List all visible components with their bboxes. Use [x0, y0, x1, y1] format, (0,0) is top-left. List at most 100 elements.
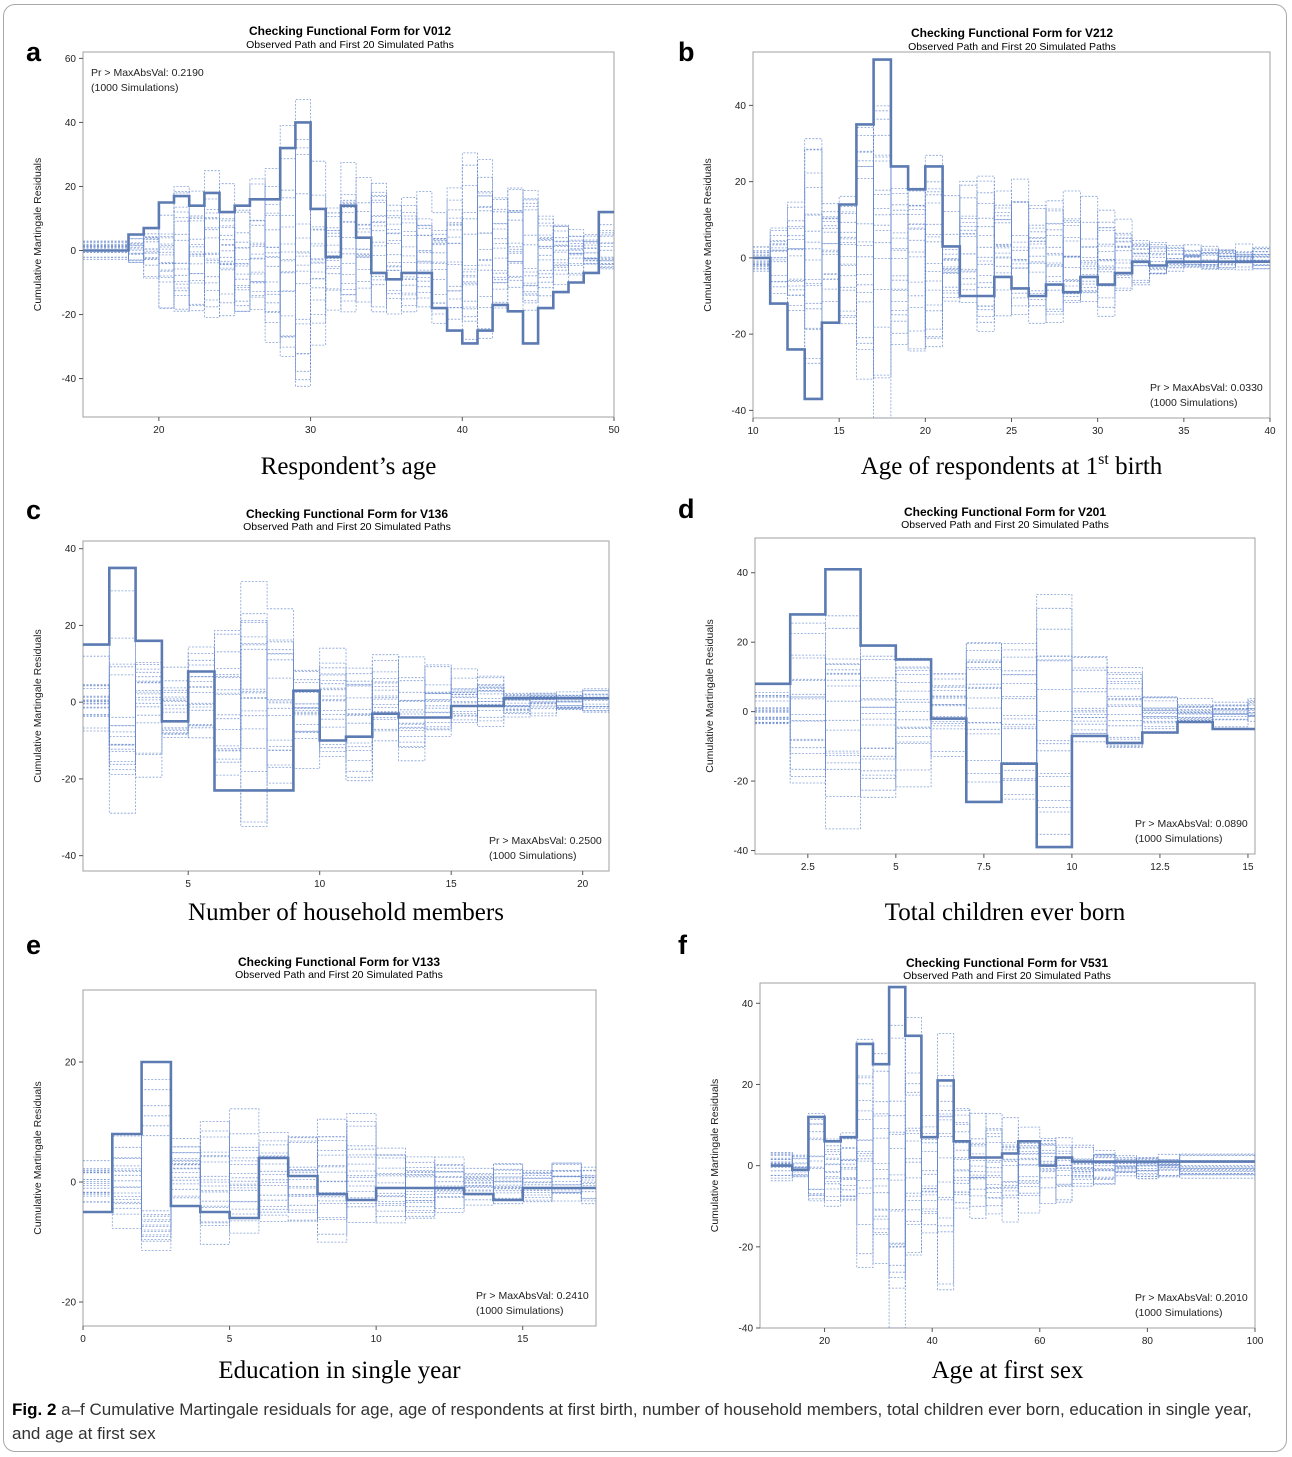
simulated-path — [755, 633, 1255, 745]
y-axis-label: Cumulative Martingale Residuals — [702, 158, 714, 312]
simulated-path — [755, 643, 1255, 783]
simulations-label: (1000 Simulations) — [1150, 397, 1238, 409]
x-tick-label: 40 — [1264, 426, 1276, 437]
x-axis-label: Age at first sex — [931, 1357, 1084, 1384]
simulated-path — [83, 177, 614, 339]
x-tick-label: 20 — [153, 425, 165, 436]
observed-path — [770, 985, 1255, 1171]
x-tick-label: 0 — [80, 1334, 86, 1345]
p-value-label: Pr > MaxAbsVal: 0.2190 — [91, 67, 204, 79]
simulated-path — [755, 594, 1255, 746]
simulated-path — [83, 633, 609, 778]
x-tick-label: 40 — [927, 1336, 939, 1347]
x-tick-label: 80 — [1142, 1336, 1154, 1347]
observed-path — [83, 566, 609, 792]
y-tick-label: 40 — [65, 544, 77, 555]
panel-letter: a — [26, 37, 42, 67]
y-tick-label: -20 — [739, 1242, 754, 1253]
simulated-path — [770, 1117, 1255, 1291]
p-value-label: Pr > MaxAbsVal: 0.0330 — [1150, 382, 1263, 394]
simulated-path — [83, 197, 614, 387]
panel-d: d Checking Functional Form for V201Observ… — [678, 494, 1256, 926]
x-tick-label: 60 — [1034, 1336, 1046, 1347]
simulated-path — [755, 643, 1255, 797]
simulations-label: (1000 Simulations) — [489, 850, 577, 862]
x-axis-label-text: Age of respondents at 1 — [861, 453, 1098, 480]
panel-e: e Checking Functional Form for V133Observ… — [26, 930, 597, 1384]
x-tick-label: 15 — [446, 879, 458, 890]
panel-a: a Checking Functional Form for V012Observ… — [26, 24, 620, 480]
simulated-path — [83, 178, 614, 372]
simulated-path — [755, 607, 1255, 800]
y-tick-label: 20 — [742, 1080, 754, 1091]
simulated-path — [83, 176, 614, 310]
simulated-path — [83, 190, 614, 343]
simulated-path — [755, 650, 1255, 795]
observed-path — [83, 121, 614, 345]
simulated-path — [83, 653, 609, 772]
panel-letter: e — [26, 930, 41, 960]
panel-title: Checking Functional Form for V136 — [246, 507, 448, 521]
panel-letter: d — [678, 494, 695, 524]
y-tick-label: -20 — [62, 310, 77, 321]
y-tick-label: -40 — [732, 406, 747, 417]
plot-area — [82, 51, 615, 418]
panel-letter: c — [26, 495, 41, 525]
y-tick-label: -20 — [62, 774, 77, 785]
simulated-paths — [83, 581, 609, 827]
y-tick-label: 40 — [742, 999, 754, 1010]
x-tick-label: 10 — [1066, 862, 1078, 873]
simulated-path — [755, 615, 1255, 784]
observed-path — [753, 58, 1270, 401]
x-tick-label: 25 — [1006, 426, 1018, 437]
x-tick-label: 50 — [608, 425, 620, 436]
y-tick-label: 60 — [65, 54, 77, 65]
x-tick-label: 20 — [819, 1336, 831, 1347]
simulated-path — [755, 654, 1255, 771]
panel-title: Checking Functional Form for V212 — [911, 26, 1113, 40]
y-tick-label: 40 — [737, 568, 749, 579]
y-tick-label: 20 — [65, 1058, 77, 1069]
x-tick-label: 20 — [920, 426, 932, 437]
x-tick-label: 35 — [1178, 426, 1190, 437]
simulated-path — [755, 656, 1255, 808]
simulated-path — [83, 159, 614, 313]
x-tick-label: 100 — [1247, 1336, 1264, 1347]
x-tick-label: 10 — [371, 1334, 383, 1345]
y-tick-label: -40 — [62, 851, 77, 862]
panel-title: Checking Functional Form for V201 — [904, 505, 1106, 519]
plot-area — [759, 982, 1256, 1329]
simulated-path — [83, 186, 614, 381]
panel-title: Checking Functional Form for V531 — [906, 956, 1108, 970]
caption-label: Fig. 2 — [12, 1400, 57, 1419]
simulated-path — [83, 158, 614, 323]
simulated-path — [83, 147, 614, 340]
y-tick-label: 40 — [65, 118, 77, 129]
panel-f: f Checking Functional Form for V531Observ… — [678, 930, 1264, 1384]
x-axis-label: Education in single year — [218, 1357, 461, 1384]
panel-title: Checking Functional Form for V012 — [249, 24, 451, 38]
simulated-path — [755, 658, 1255, 770]
p-value-label: Pr > MaxAbsVal: 0.2500 — [489, 835, 602, 847]
simulated-path — [83, 199, 614, 320]
x-axis-label-suffix: birth — [1109, 453, 1163, 480]
simulated-path — [83, 1164, 596, 1240]
simulated-paths — [755, 594, 1255, 835]
simulated-path — [83, 193, 614, 315]
panel-letter: b — [678, 37, 695, 67]
simulated-path — [755, 649, 1255, 771]
y-tick-label: 0 — [742, 707, 748, 718]
x-tick-label: 15 — [1242, 862, 1254, 873]
x-tick-label: 20 — [577, 879, 589, 890]
simulated-path — [755, 663, 1255, 777]
p-value-label: Pr > MaxAbsVal: 0.2010 — [1135, 1292, 1248, 1304]
y-axis-label: Cumulative Martingale Residuals — [32, 158, 44, 312]
x-tick-label: 2.5 — [801, 862, 815, 873]
y-tick-label: 0 — [70, 246, 76, 257]
y-tick-label: 20 — [737, 638, 749, 649]
simulated-path — [83, 651, 609, 772]
y-tick-label: 0 — [747, 1161, 753, 1172]
y-tick-label: 20 — [65, 182, 77, 193]
x-axis-label: Total children ever born — [885, 899, 1126, 926]
